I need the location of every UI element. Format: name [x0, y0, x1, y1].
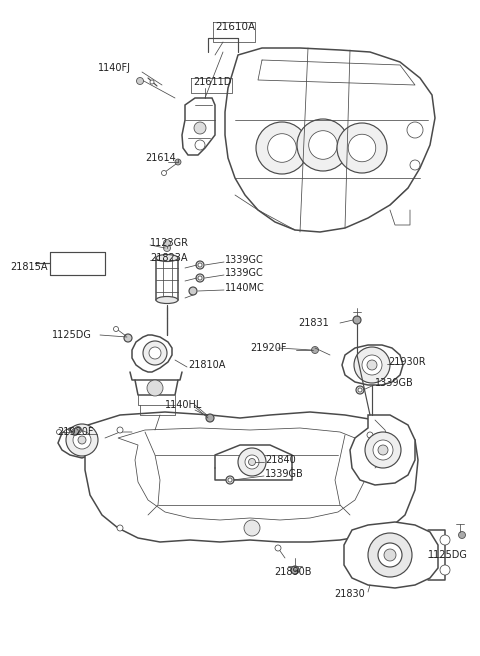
Text: 1339GB: 1339GB — [265, 469, 304, 479]
Circle shape — [198, 276, 202, 280]
Circle shape — [117, 525, 123, 531]
Text: 21614: 21614 — [145, 153, 176, 163]
Polygon shape — [58, 425, 102, 458]
Text: 21610A: 21610A — [215, 22, 255, 32]
Circle shape — [440, 565, 450, 575]
Circle shape — [195, 140, 205, 150]
Circle shape — [367, 432, 373, 438]
Text: 21890B: 21890B — [274, 567, 312, 577]
Ellipse shape — [156, 255, 178, 262]
Circle shape — [161, 171, 167, 176]
Polygon shape — [344, 522, 438, 588]
Circle shape — [268, 134, 296, 162]
Polygon shape — [132, 335, 172, 372]
Circle shape — [348, 134, 376, 162]
Text: 21810A: 21810A — [188, 360, 226, 370]
Circle shape — [309, 131, 337, 159]
Circle shape — [228, 478, 232, 482]
Text: 1125DG: 1125DG — [428, 550, 468, 560]
Circle shape — [312, 346, 319, 354]
Circle shape — [373, 440, 393, 460]
Polygon shape — [225, 48, 435, 232]
Circle shape — [365, 432, 401, 468]
Circle shape — [57, 430, 61, 434]
Circle shape — [194, 122, 206, 134]
Text: 21830: 21830 — [334, 589, 365, 599]
Text: 21611D: 21611D — [193, 77, 231, 87]
Text: 1339GC: 1339GC — [225, 268, 264, 278]
Circle shape — [78, 436, 86, 444]
Circle shape — [238, 448, 266, 476]
Circle shape — [149, 347, 161, 359]
Circle shape — [189, 287, 197, 295]
Circle shape — [198, 263, 202, 267]
Polygon shape — [350, 415, 415, 485]
Circle shape — [136, 77, 144, 85]
Text: 21920F: 21920F — [250, 343, 287, 353]
Circle shape — [353, 316, 361, 324]
Circle shape — [249, 459, 255, 466]
Circle shape — [362, 355, 382, 375]
Circle shape — [206, 414, 214, 422]
Circle shape — [378, 445, 388, 455]
Circle shape — [150, 80, 154, 84]
Circle shape — [175, 159, 181, 165]
Circle shape — [378, 543, 402, 567]
Circle shape — [164, 239, 170, 247]
Text: 1125DG: 1125DG — [52, 330, 92, 340]
Ellipse shape — [156, 297, 178, 304]
Circle shape — [291, 566, 299, 574]
Circle shape — [143, 341, 167, 365]
Circle shape — [367, 360, 377, 370]
Text: 1123GR: 1123GR — [150, 238, 189, 248]
Circle shape — [196, 274, 204, 282]
Circle shape — [164, 245, 170, 251]
Circle shape — [72, 428, 79, 436]
Circle shape — [458, 531, 466, 539]
Circle shape — [244, 520, 260, 536]
Circle shape — [64, 430, 70, 434]
Polygon shape — [342, 345, 403, 385]
Circle shape — [196, 261, 204, 269]
Circle shape — [354, 347, 390, 383]
Circle shape — [66, 424, 98, 456]
Circle shape — [113, 327, 119, 331]
Circle shape — [256, 122, 308, 174]
Circle shape — [147, 380, 163, 396]
Circle shape — [384, 549, 396, 561]
Circle shape — [358, 388, 362, 392]
Circle shape — [117, 427, 123, 433]
Circle shape — [73, 431, 91, 449]
Text: 1140MC: 1140MC — [225, 283, 265, 293]
Circle shape — [337, 123, 387, 173]
Text: 1339GB: 1339GB — [375, 378, 414, 388]
Circle shape — [297, 119, 349, 171]
Circle shape — [407, 122, 423, 138]
Circle shape — [356, 386, 364, 394]
Text: 21831: 21831 — [298, 318, 329, 328]
Text: 21920F: 21920F — [57, 427, 94, 437]
Text: 1140HL: 1140HL — [165, 400, 203, 410]
Circle shape — [440, 535, 450, 545]
Circle shape — [245, 455, 259, 469]
Circle shape — [410, 160, 420, 170]
Circle shape — [368, 533, 412, 577]
Polygon shape — [85, 412, 418, 542]
Text: 21840: 21840 — [265, 455, 296, 465]
Text: 21815A: 21815A — [10, 262, 48, 272]
Circle shape — [275, 545, 281, 551]
Text: 21930R: 21930R — [388, 357, 426, 367]
Polygon shape — [118, 428, 368, 520]
Circle shape — [226, 476, 234, 484]
Text: 1140FJ: 1140FJ — [98, 63, 131, 73]
Text: 1339GC: 1339GC — [225, 255, 264, 265]
Text: 21823A: 21823A — [150, 253, 188, 263]
Circle shape — [74, 426, 82, 434]
Circle shape — [124, 334, 132, 342]
Polygon shape — [182, 98, 215, 155]
